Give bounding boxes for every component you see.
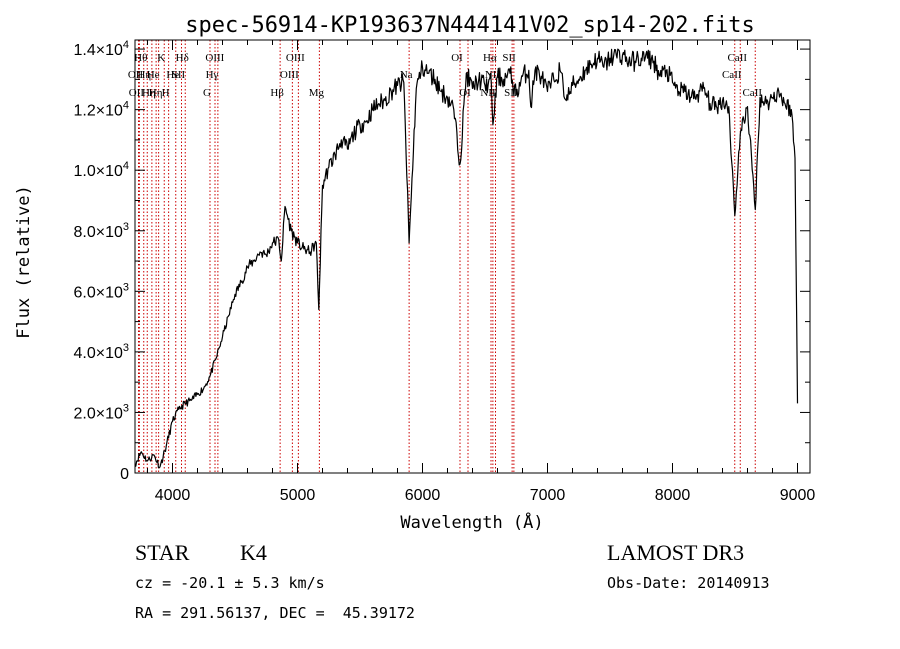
y-tick-label: 1.2×104	[73, 100, 129, 120]
x-axis-ticks: 4000 5000 6000 7000 8000 9000	[147, 40, 816, 504]
object-class: STAR	[135, 540, 190, 565]
y-tick-label: 2.0×103	[73, 402, 129, 422]
spectral-line-label: He	[166, 69, 179, 81]
coordinates-text: RA = 291.56137, DEC = 45.39172	[135, 604, 415, 622]
y-axis-ticks: 0 2.0×103 4.0×103 6.0×103 8.0×103 1.0×104 1.2×…	[73, 39, 810, 483]
survey-name: LAMOST DR3	[607, 540, 745, 565]
spectral-line-label: Hβ	[270, 87, 284, 99]
spectral-line-label: OII	[129, 87, 145, 99]
x-tick-label: 7000	[530, 487, 566, 504]
x-tick-label: 6000	[405, 487, 441, 504]
y-tick-label: 6.0×103	[73, 281, 129, 301]
spectral-line-label: Hθ	[134, 52, 147, 64]
x-axis-label: Wavelength (Å)	[400, 511, 543, 533]
spectral-line-label: CaII	[742, 87, 762, 99]
spectral-line-label: G	[203, 87, 211, 99]
x-tick-label: 9000	[780, 487, 816, 504]
y-tick-label: 4.0×103	[73, 342, 129, 362]
spectral-line-label: Hγ	[206, 69, 219, 81]
x-tick-label: 4000	[155, 487, 191, 504]
spectral-line-label: H	[162, 87, 170, 99]
spectral-line-label: CaII	[727, 52, 747, 64]
spectral-line-label: OIII	[286, 52, 305, 64]
spectral-line-label: CaII	[722, 69, 742, 81]
y-tick-label: 1.4×104	[73, 39, 129, 59]
y-tick-label: 8.0×103	[73, 221, 129, 241]
spectral-line-label: Hη	[137, 69, 151, 81]
spectral-line-label: OI	[451, 52, 463, 64]
spectral-line-label: K	[157, 52, 165, 64]
spectral-line-label: SII	[502, 52, 516, 64]
x-tick-label: 8000	[655, 487, 691, 504]
spectral-line-label: Hη	[142, 87, 156, 99]
spectrum-line	[134, 48, 799, 469]
spectral-line-label: He	[147, 69, 160, 81]
spectral-line-label: Hδ	[176, 52, 189, 64]
y-axis-label: Flux (relative)	[14, 185, 34, 339]
spectral-line-label: Mg	[309, 87, 325, 99]
redshift-text: cz = -20.1 ± 5.3 km/s	[135, 574, 325, 592]
obs-date-text: Obs-Date: 20140913	[607, 574, 770, 592]
object-subclass: K4	[240, 540, 267, 565]
chart-title: spec-56914-KP193637N444141V02_sp14-202.f…	[185, 13, 755, 38]
y-tick-label: 1.0×104	[73, 160, 129, 180]
spectral-line-label: OII	[128, 69, 144, 81]
spectral-line-label: OIII	[280, 69, 299, 81]
spectral-line-markers	[138, 40, 756, 473]
spectral-line-label: Hη	[149, 87, 163, 99]
spectral-line-label: SII	[172, 69, 186, 81]
x-tick-label: 5000	[280, 487, 316, 504]
spectral-line-label: Hα	[483, 52, 497, 64]
spectral-line-label: OIII	[205, 52, 224, 64]
y-tick-label: 0	[120, 466, 129, 483]
